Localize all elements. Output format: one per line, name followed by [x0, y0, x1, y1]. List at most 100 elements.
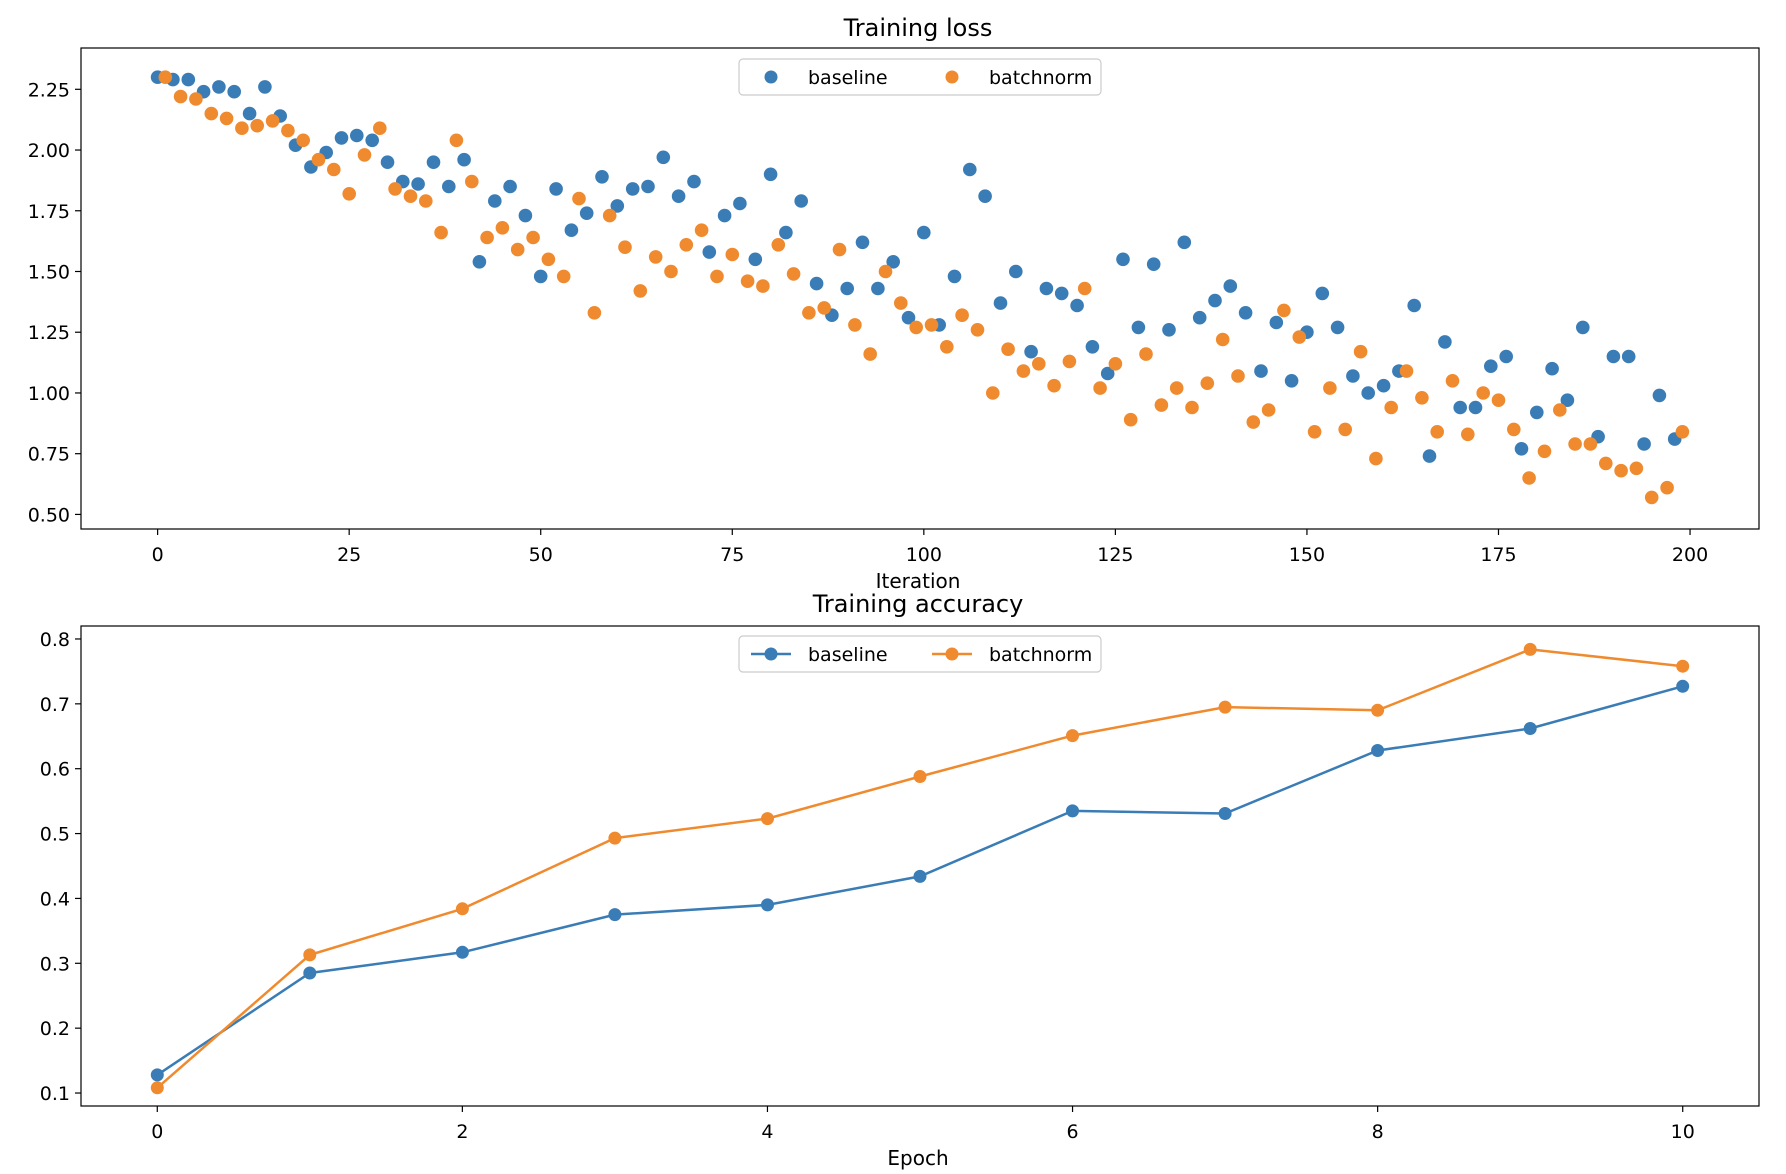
loss-point-batchnorm — [955, 308, 969, 323]
loss-point-batchnorm — [771, 238, 786, 252]
loss-point-baseline — [1330, 320, 1345, 335]
accuracy-point-baseline — [1066, 804, 1079, 818]
accuracy-point-baseline — [1371, 744, 1385, 757]
loss-point-batchnorm — [465, 174, 479, 189]
loss-point-batchnorm — [495, 221, 510, 235]
loss-point-baseline — [503, 179, 517, 194]
accuracy-point-baseline — [761, 898, 774, 912]
loss-point-baseline — [365, 133, 380, 148]
loss-point-baseline — [610, 199, 625, 213]
loss-point-batchnorm — [342, 187, 357, 201]
loss-point-batchnorm — [526, 230, 540, 245]
loss-legend-label-baseline: baseline — [808, 67, 888, 89]
loss-point-baseline — [1545, 361, 1559, 376]
loss-point-baseline — [1407, 298, 1421, 313]
loss-ytick-label: 1.50 — [28, 261, 70, 283]
loss-point-baseline — [518, 208, 533, 223]
loss-point-batchnorm — [1476, 386, 1490, 400]
accuracy-point-baseline — [913, 869, 927, 883]
loss-point-baseline — [763, 167, 778, 182]
loss-point-batchnorm — [1215, 332, 1230, 347]
loss-point-batchnorm — [1123, 412, 1138, 427]
loss-point-batchnorm — [373, 121, 387, 135]
loss-point-batchnorm — [510, 242, 525, 257]
loss-point-batchnorm — [1415, 391, 1429, 405]
loss-point-batchnorm — [940, 340, 954, 354]
loss-point-baseline — [978, 189, 992, 203]
loss-point-batchnorm — [419, 194, 433, 208]
loss-point-baseline — [1177, 235, 1192, 250]
loss-point-batchnorm — [1399, 364, 1414, 378]
loss-xtick-label: 100 — [906, 544, 942, 566]
loss-ytick-label: 1.00 — [28, 383, 70, 405]
accuracy-ytick-label: 0.3 — [40, 953, 70, 975]
loss-point-batchnorm — [219, 111, 234, 126]
accuracy-xtick-label: 0 — [151, 1121, 163, 1143]
loss-point-baseline — [1484, 359, 1498, 374]
accuracy-point-batchnorm — [455, 902, 469, 916]
loss-point-baseline — [1606, 349, 1621, 364]
accuracy-point-batchnorm — [303, 948, 317, 962]
loss-point-batchnorm — [664, 264, 678, 279]
loss-point-baseline — [1499, 349, 1513, 364]
loss-point-batchnorm — [1231, 369, 1245, 383]
loss-ytick-label: 1.75 — [28, 201, 70, 223]
loss-point-baseline — [656, 150, 671, 165]
loss-point-baseline — [1100, 366, 1115, 381]
accuracy-xtick-label: 6 — [1066, 1121, 1078, 1143]
loss-point-batchnorm — [1568, 437, 1582, 451]
loss-point-batchnorm — [848, 318, 862, 332]
loss-point-baseline — [549, 182, 563, 196]
loss-ytick-label: 0.75 — [28, 444, 70, 466]
accuracy-point-baseline — [455, 945, 469, 959]
loss-point-baseline — [1652, 388, 1667, 403]
loss-point-baseline — [1039, 281, 1054, 296]
loss-point-batchnorm — [1277, 303, 1291, 318]
loss-point-baseline — [350, 128, 364, 143]
accuracy-ytick-label: 0.8 — [40, 629, 70, 651]
loss-point-batchnorm — [235, 121, 249, 135]
loss-point-baseline — [917, 225, 931, 240]
accuracy-point-batchnorm — [913, 770, 927, 783]
loss-point-baseline — [1422, 449, 1437, 463]
loss-plot-frame — [80, 47, 1760, 530]
accuracy-chart: Training accuracy Epoch 0 2 4 6 8 10 0.1 0.2 0.3… — [40, 590, 1760, 1170]
loss-point-batchnorm — [1384, 400, 1398, 415]
loss-point-baseline — [1131, 320, 1146, 335]
accuracy-point-batchnorm — [1066, 729, 1079, 743]
accuracy-ytick-label: 0.2 — [40, 1018, 70, 1040]
loss-point-batchnorm — [1062, 354, 1077, 369]
loss-point-baseline — [533, 269, 548, 284]
loss-point-batchnorm — [786, 267, 801, 281]
loss-point-baseline — [1560, 393, 1575, 408]
loss-point-batchnorm — [158, 70, 173, 84]
loss-point-baseline — [687, 174, 701, 189]
accuracy-point-baseline — [303, 966, 317, 980]
loss-point-batchnorm — [434, 225, 448, 240]
loss-point-batchnorm — [480, 230, 494, 245]
loss-point-batchnorm — [541, 252, 556, 267]
loss-point-batchnorm — [863, 347, 877, 361]
accuracy-xtick-label: 8 — [1372, 1121, 1384, 1143]
accuracy-point-batchnorm — [608, 831, 622, 845]
loss-point-batchnorm — [1599, 456, 1613, 471]
loss-point-batchnorm — [909, 320, 923, 335]
loss-point-batchnorm — [1261, 403, 1276, 417]
loss-point-batchnorm — [725, 247, 740, 262]
loss-point-batchnorm — [1353, 344, 1368, 359]
loss-point-batchnorm — [894, 296, 908, 310]
loss-point-batchnorm — [740, 274, 755, 289]
accuracy-series-baseline — [150, 679, 1690, 1082]
loss-xtick-label: 125 — [1097, 544, 1133, 566]
loss-point-baseline — [1054, 286, 1069, 301]
accuracy-ytick-label: 0.4 — [40, 888, 70, 910]
loss-point-baseline — [1116, 252, 1130, 267]
loss-point-batchnorm — [1537, 444, 1552, 459]
loss-point-baseline — [334, 131, 349, 145]
loss-point-batchnorm — [327, 162, 341, 177]
accuracy-point-batchnorm — [761, 812, 774, 826]
loss-point-baseline — [1192, 310, 1207, 325]
loss-point-batchnorm — [1246, 415, 1261, 429]
loss-xtick-label: 75 — [720, 544, 744, 566]
loss-point-baseline — [794, 194, 808, 208]
